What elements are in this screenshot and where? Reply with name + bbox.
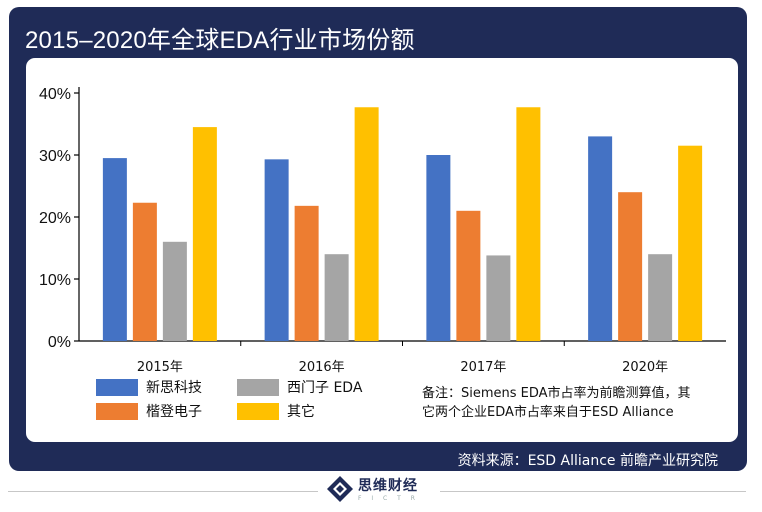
chart-note: 备注：Siemens EDA市占率为前瞻测算值，其 它两个企业EDA市占率来自于… bbox=[422, 384, 722, 422]
legend-item-synopsys: 新思科技 bbox=[96, 377, 202, 397]
brand-name: 思维财经 bbox=[358, 478, 418, 494]
bar bbox=[192, 127, 217, 341]
y-tick-label: 0% bbox=[48, 334, 71, 351]
legend-swatch-cadence bbox=[96, 402, 138, 420]
bar bbox=[294, 205, 319, 341]
brand-logo-icon bbox=[327, 476, 353, 502]
legend-swatch-others bbox=[237, 402, 279, 420]
source-text: 资料来源：ESD Alliance 前瞻产业研究院 bbox=[457, 453, 718, 469]
bar-chart: 0% 10% 20% 30% 40% 2015年 2016年 2017年 2020年 bbox=[39, 86, 726, 375]
bar bbox=[324, 254, 349, 341]
legend-swatch-synopsys bbox=[96, 378, 138, 396]
legend-item-cadence: 楷登电子 bbox=[96, 401, 202, 421]
legend-label-siemens: 西门子 EDA bbox=[287, 380, 363, 396]
legend-label-cadence: 楷登电子 bbox=[146, 404, 202, 420]
legend-swatch-siemens bbox=[237, 378, 279, 396]
bar bbox=[102, 158, 127, 341]
logo-divider-right bbox=[440, 491, 746, 492]
bar bbox=[618, 192, 643, 341]
y-tick-label: 10% bbox=[39, 272, 71, 289]
legend-label-others: 其它 bbox=[287, 404, 315, 420]
bar bbox=[132, 202, 157, 341]
legend-item-siemens: 西门子 EDA bbox=[237, 377, 362, 397]
bar bbox=[588, 136, 613, 341]
note-line-2: 它两个企业EDA市占率来自于ESD Alliance bbox=[422, 405, 674, 420]
y-tick-label: 40% bbox=[39, 86, 71, 103]
chart-panel: 0% 10% 20% 30% 40% 2015年 2016年 2017年 2020年 bbox=[26, 58, 738, 442]
bar bbox=[264, 159, 289, 341]
bar bbox=[354, 107, 379, 341]
bar bbox=[162, 241, 187, 341]
note-line-1: 备注：Siemens EDA市占率为前瞻测算值，其 bbox=[422, 386, 691, 401]
chart-legend: 新思科技 楷登电子 西门子 EDA 其它 bbox=[96, 377, 362, 421]
bar bbox=[516, 107, 541, 341]
bar bbox=[678, 145, 703, 341]
chart-title: 2015–2020年全球EDA行业市场份额 bbox=[25, 27, 415, 54]
footer-logo: 思维财经 F I C T R bbox=[0, 471, 762, 512]
brand-subtitle: F I C T R bbox=[358, 495, 419, 502]
y-tick-label: 30% bbox=[39, 148, 71, 165]
bar bbox=[648, 254, 673, 341]
logo-divider-left bbox=[8, 491, 318, 492]
x-tick-label: 2017年 bbox=[460, 360, 506, 375]
x-tick-label: 2020年 bbox=[622, 360, 668, 375]
bar bbox=[426, 155, 451, 341]
x-tick-label: 2015年 bbox=[137, 360, 183, 375]
y-tick-label: 20% bbox=[39, 210, 71, 227]
legend-label-synopsys: 新思科技 bbox=[146, 380, 202, 396]
legend-item-others: 其它 bbox=[237, 401, 315, 421]
x-tick-label: 2016年 bbox=[299, 360, 345, 375]
bar bbox=[456, 210, 481, 341]
bar bbox=[486, 255, 511, 341]
